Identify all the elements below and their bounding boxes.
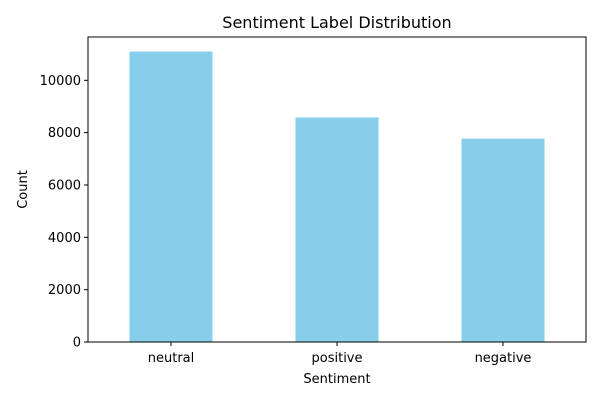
y-tick-label-8000: 8000 — [48, 126, 81, 141]
bar-neutral — [129, 51, 213, 343]
y-tick-label-2000: 2000 — [48, 283, 81, 298]
y-tick-label-0: 0 — [73, 336, 81, 351]
x-tick-label-positive: positive — [312, 351, 363, 366]
y-tick-label-4000: 4000 — [48, 231, 81, 246]
bar-negative — [461, 138, 545, 342]
x-axis-title: Sentiment — [303, 372, 370, 387]
chart-title: Sentiment Label Distribution — [222, 13, 451, 32]
y-axis-ticks: 0 2000 4000 6000 8000 10000 — [40, 74, 88, 351]
x-tick-label-neutral: neutral — [148, 351, 195, 366]
plot-frame — [87, 36, 587, 343]
bars-layer — [129, 51, 545, 343]
y-tick-label-10000: 10000 — [40, 74, 81, 89]
x-tick-label-negative: negative — [475, 351, 532, 366]
bar-positive — [295, 117, 379, 342]
y-tick-label-6000: 6000 — [48, 178, 81, 193]
y-axis-title: Count — [16, 170, 31, 209]
x-axis-ticks: neutral positive negative — [148, 342, 532, 366]
